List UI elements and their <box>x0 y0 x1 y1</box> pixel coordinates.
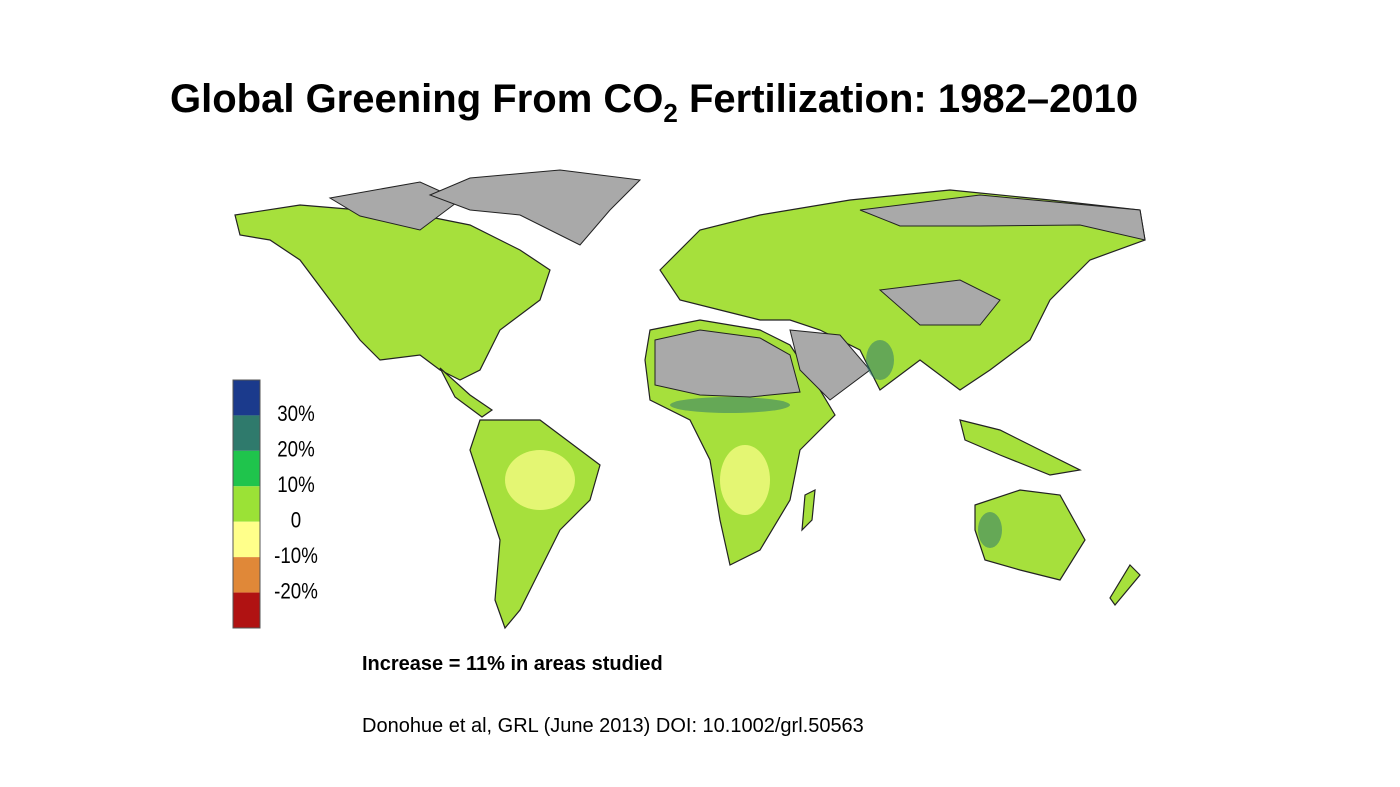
siberia <box>859 194 1146 241</box>
caption: Increase = 11% in areas studied <box>362 653 663 675</box>
legend-swatch <box>233 557 260 593</box>
legend-swatch <box>233 521 260 558</box>
world-map <box>234 169 1146 630</box>
greenland <box>428 169 642 246</box>
legend-swatch <box>233 486 260 522</box>
citation: Donohue et al, GRL (June 2013) DOI: 10.1… <box>362 715 864 737</box>
india-band <box>866 340 894 380</box>
legend-frame <box>232 379 261 629</box>
madagascar <box>801 488 816 532</box>
southern-africa-area <box>720 445 770 515</box>
legend-swatch <box>233 380 260 416</box>
sahel-band <box>670 397 790 413</box>
title-main: Global Greening From CO <box>170 77 663 121</box>
legend-swatch <box>233 592 260 628</box>
brazil-area <box>505 450 575 510</box>
title-subscript: 2 <box>663 98 677 128</box>
legend-label: 30% <box>277 403 314 427</box>
legend-label: -20% <box>274 580 318 604</box>
legend: 30% 20% 10% 0 -10% -20% <box>232 379 318 629</box>
legend-swatch <box>233 415 260 451</box>
central-america <box>439 367 494 418</box>
legend-label: 20% <box>277 438 314 462</box>
australia <box>974 489 1086 581</box>
australia-band <box>978 512 1002 548</box>
canadian-arctic <box>328 181 461 231</box>
legend-label: -10% <box>274 545 318 569</box>
title-rest: Fertilization: 1982–2010 <box>678 77 1138 121</box>
north-america <box>234 204 551 381</box>
legend-swatch <box>233 450 260 487</box>
legend-label: 10% <box>277 474 314 498</box>
slide-title: Global Greening From CO2 Fertilization: … <box>170 77 1138 128</box>
central-asia <box>878 279 1001 326</box>
legend-label: 0 <box>291 509 301 533</box>
southeast-asia <box>959 419 1082 476</box>
new-zealand <box>1109 564 1141 606</box>
arabia <box>789 329 871 401</box>
sahara <box>654 329 801 398</box>
